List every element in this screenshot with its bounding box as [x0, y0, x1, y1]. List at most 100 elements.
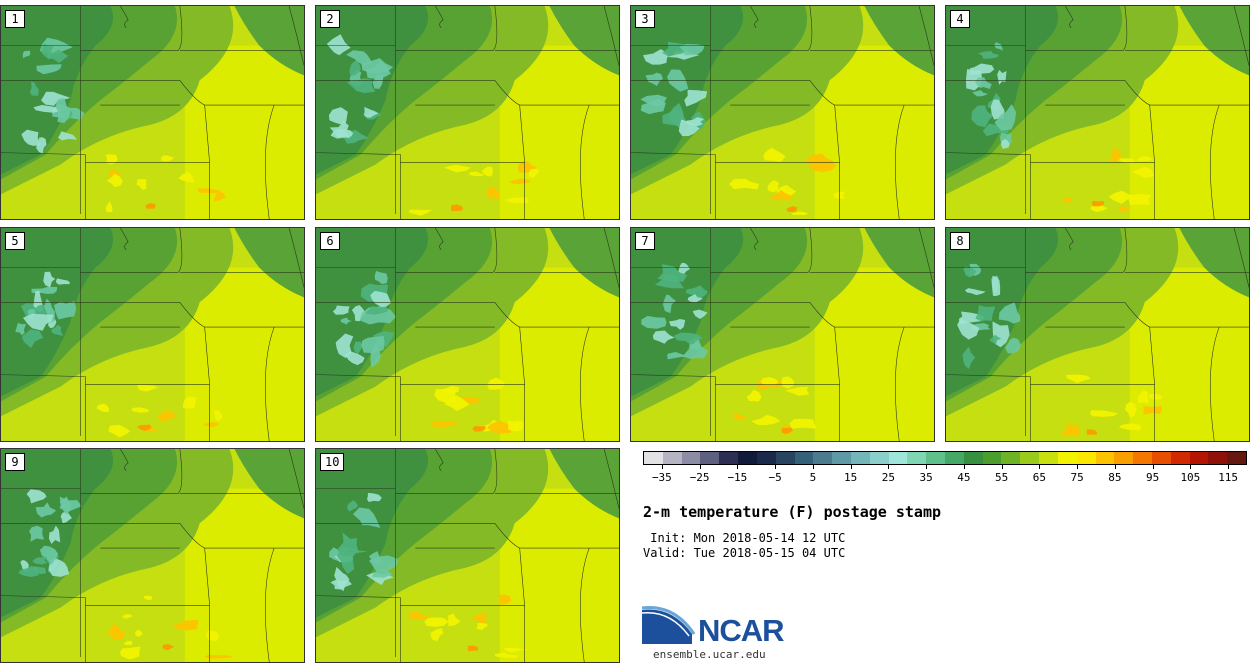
colorbar-tick-label: −35	[651, 471, 672, 484]
member-label: 6	[320, 232, 340, 250]
member-label: 1	[5, 10, 25, 28]
field-base	[946, 228, 1249, 441]
state-boundaries	[946, 6, 1249, 219]
field-warm-spots	[96, 384, 223, 438]
field-mountains	[957, 263, 1021, 369]
field-base	[631, 228, 934, 441]
member-label: 7	[635, 232, 655, 250]
temperature-map	[1, 6, 304, 219]
ncar-logo-icon	[642, 606, 696, 644]
colorbar-cell	[1039, 452, 1058, 464]
state-boundaries	[316, 6, 619, 219]
temperature-map	[316, 449, 619, 662]
map-panel: 1	[0, 5, 305, 220]
field-base	[1, 6, 304, 219]
temperature-map	[316, 228, 619, 441]
field-base	[316, 449, 619, 662]
field-mountains	[329, 492, 398, 592]
colorbar-cell	[945, 452, 964, 464]
colorbar-tick	[737, 465, 739, 469]
colorbar-tick	[812, 465, 814, 469]
plot-title: 2-m temperature (F) postage stamp	[643, 503, 942, 521]
colorbar-tick	[926, 465, 928, 469]
colorbar-tick-label: 25	[881, 471, 895, 484]
logo-wordmark: NCAR	[698, 613, 785, 648]
field-base	[1, 228, 304, 441]
field-mountains	[640, 41, 708, 137]
colorbar-tick-label: 115	[1218, 471, 1239, 484]
temperature-map	[1, 449, 304, 662]
colorbar-cell	[1170, 452, 1190, 464]
map-panel: 6	[315, 227, 620, 442]
colorbar-tick-label: 85	[1108, 471, 1122, 484]
state-boundaries	[1, 449, 304, 662]
colorbar-tick	[775, 465, 777, 469]
colorbar-cell	[1057, 452, 1077, 464]
member-label: 9	[5, 453, 25, 471]
field-base	[316, 6, 619, 219]
map-panel: 7	[630, 227, 935, 442]
field-mountains	[18, 489, 82, 577]
colorbar-cell	[1208, 452, 1228, 464]
temperature-map	[946, 228, 1249, 441]
temperature-map	[631, 6, 934, 219]
field-warm-spots	[1060, 374, 1163, 436]
colorbar-cell	[681, 452, 701, 464]
field-mountains	[326, 34, 394, 144]
colorbar-cell	[1001, 452, 1021, 464]
colorbar-cell	[700, 452, 720, 464]
colorbar-cell	[1151, 452, 1171, 464]
init-time: Init: Mon 2018-05-14 12 UTC	[643, 531, 846, 545]
field-warm-spots	[429, 377, 524, 434]
colorbar-tick	[1152, 465, 1154, 469]
colorbar-tick-label: −15	[727, 471, 748, 484]
colorbar-tick-label: 45	[957, 471, 971, 484]
state-boundaries	[316, 449, 619, 662]
temperature-colorbar	[643, 451, 1247, 465]
map-panel: 10	[315, 448, 620, 663]
temperature-map	[316, 6, 619, 219]
map-panel: 2	[315, 5, 620, 220]
colorbar-tick-label: 105	[1180, 471, 1201, 484]
map-panel: 4	[945, 5, 1250, 220]
colorbar-cell	[1189, 452, 1209, 464]
colorbar-cell	[662, 452, 682, 464]
map-panel: 8	[945, 227, 1250, 442]
colorbar-cell	[756, 452, 776, 464]
field-warm-spots	[106, 595, 234, 660]
field-base	[316, 228, 619, 441]
temperature-map	[631, 228, 934, 441]
map-panel: 3	[630, 5, 935, 220]
colorbar-tick	[1114, 465, 1116, 469]
field-mountains	[15, 271, 77, 349]
colorbar-cell	[869, 452, 889, 464]
field-warm-spots	[408, 161, 540, 216]
temperature-map	[1, 228, 304, 441]
member-label: 5	[5, 232, 25, 250]
colorbar-cell	[1020, 452, 1040, 464]
colorbar-cell	[888, 452, 908, 464]
colorbar-cell	[1095, 452, 1115, 464]
valid-time: Valid: Tue 2018-05-15 04 UTC	[643, 546, 846, 560]
state-boundaries	[316, 228, 619, 441]
colorbar-cell	[850, 452, 870, 464]
map-panel: 5	[0, 227, 305, 442]
temperature-map	[946, 6, 1249, 219]
colorbar-tick	[1077, 465, 1079, 469]
colorbar-cell	[775, 452, 795, 464]
colorbar-tick-label: 5	[809, 471, 817, 484]
state-boundaries	[1, 6, 304, 219]
field-mountains	[641, 262, 709, 360]
colorbar-cell	[719, 452, 739, 464]
map-panel: 9	[0, 448, 305, 663]
field-mountains	[965, 42, 1017, 149]
colorbar-tick-label: 65	[1032, 471, 1046, 484]
colorbar-cell	[1227, 452, 1246, 464]
colorbar-cell	[813, 452, 833, 464]
field-warm-spots	[733, 376, 817, 435]
colorbar-cell	[907, 452, 927, 464]
colorbar-tick	[1039, 465, 1041, 469]
colorbar-cell	[982, 452, 1002, 464]
logo-url: ensemble.ucar.edu	[653, 648, 766, 661]
colorbar-tick	[699, 465, 701, 469]
